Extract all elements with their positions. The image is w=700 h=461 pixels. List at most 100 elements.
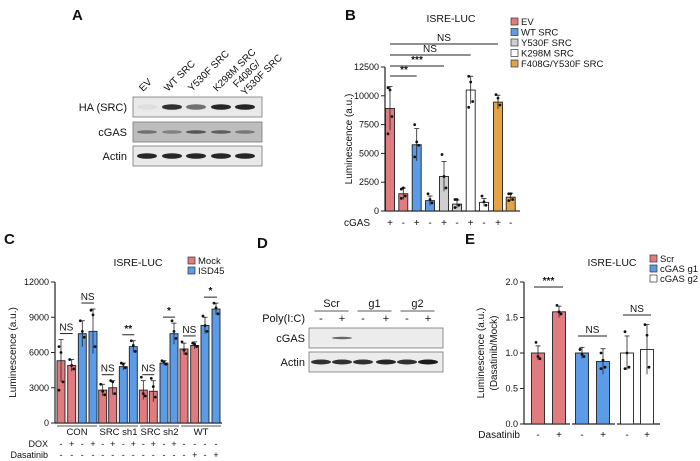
- data-point: [205, 329, 209, 333]
- chart-title: ISRE-LUC: [113, 257, 162, 269]
- protein-band: [186, 104, 206, 110]
- protein-band: [137, 104, 157, 110]
- data-point: [386, 86, 390, 90]
- y-axis-label: Luminescence (a.u.): [8, 307, 19, 398]
- data-point: [599, 367, 603, 371]
- blot-strip: [308, 327, 444, 349]
- significance-label: NS: [81, 292, 95, 303]
- dox-sign: -: [101, 439, 104, 449]
- protein-band: [397, 359, 417, 365]
- dasatinib-sign: -: [122, 450, 125, 460]
- data-point: [440, 153, 444, 156]
- data-point: [193, 342, 197, 346]
- data-point: [184, 352, 188, 356]
- dasatinib-sign: -: [132, 450, 135, 460]
- data-point: [482, 200, 486, 204]
- group-label: WT: [194, 427, 209, 438]
- dox-sign: +: [110, 439, 115, 449]
- data-point: [131, 344, 135, 347]
- data-point: [386, 132, 390, 136]
- cgas-sign: -: [455, 218, 458, 229]
- blot-row-label: cGAS: [98, 127, 127, 139]
- data-point: [507, 192, 511, 196]
- data-point: [601, 358, 605, 362]
- data-point: [647, 365, 651, 369]
- significance-label: ***: [543, 276, 555, 287]
- legend-swatch: [649, 264, 658, 273]
- legend-label: F408G/Y530F SRC: [521, 59, 604, 70]
- dox-sign: -: [163, 439, 166, 449]
- data-point: [559, 312, 563, 316]
- panel-label-e: E: [465, 231, 475, 248]
- blot-row-label: HA (SRC): [79, 102, 127, 114]
- row-label-cgas: cGAS: [344, 218, 370, 229]
- data-point: [212, 301, 216, 305]
- significance-label: NS: [141, 364, 155, 375]
- data-point: [133, 349, 137, 353]
- treatment-sign: -: [319, 313, 323, 325]
- dasatinib-sign: +: [644, 430, 650, 441]
- data-point: [484, 203, 488, 207]
- data-point: [643, 323, 647, 326]
- data-point: [413, 155, 417, 159]
- blot-row-label: cGAS: [276, 333, 305, 345]
- dox-sign: -: [60, 439, 63, 449]
- y-tick-label: 9000: [29, 312, 49, 322]
- data-point: [162, 360, 166, 364]
- data-point: [580, 353, 584, 356]
- data-point: [536, 355, 540, 358]
- dox-sign: +: [131, 439, 136, 449]
- dox-sign: +: [90, 439, 95, 449]
- protein-band: [235, 153, 255, 159]
- data-point: [498, 103, 502, 107]
- data-point: [390, 115, 394, 118]
- cgas-sign: -: [482, 218, 485, 229]
- data-point: [172, 329, 176, 333]
- data-point: [469, 80, 473, 84]
- dasatinib-sign: +: [600, 430, 606, 441]
- data-point: [153, 395, 157, 399]
- bar: [200, 325, 210, 424]
- group-label: SRC sh1: [99, 427, 137, 438]
- protein-band: [137, 153, 157, 159]
- dasatinib-sign: -: [625, 430, 628, 441]
- cgas-sign: +: [495, 218, 501, 229]
- data-point: [428, 198, 432, 201]
- significance-label: NS: [59, 323, 73, 334]
- dasatinib-sign: -: [60, 450, 63, 460]
- data-point: [401, 186, 405, 190]
- data-point: [494, 93, 498, 97]
- data-point: [174, 337, 178, 340]
- data-point: [143, 394, 147, 398]
- data-point: [151, 385, 155, 388]
- protein-band: [211, 153, 231, 159]
- cgas-sign: +: [414, 218, 420, 229]
- data-point: [180, 340, 184, 344]
- data-point: [99, 382, 103, 386]
- y-tick-label: 2500: [359, 177, 379, 187]
- lane-label: EV: [137, 77, 154, 94]
- dasatinib-sign: -: [580, 430, 583, 441]
- group-label: g2: [411, 298, 423, 310]
- dasatinib-sign: +: [556, 430, 562, 441]
- dasatinib-sign: -: [536, 430, 539, 441]
- data-point: [403, 194, 407, 198]
- western-blot-d: Scr g1 g2 Poly(I:C) - + - + - + cGAS Actin: [262, 298, 444, 373]
- significance-label: **: [124, 324, 132, 335]
- protein-band: [235, 130, 255, 134]
- data-point: [141, 392, 145, 396]
- data-point: [68, 358, 72, 361]
- data-point: [91, 313, 95, 317]
- data-point: [103, 393, 107, 397]
- dox-sign: +: [151, 439, 156, 449]
- bar: [465, 89, 476, 212]
- data-point: [201, 314, 205, 318]
- data-point: [82, 335, 86, 339]
- protein-band: [332, 336, 352, 340]
- data-point: [582, 355, 586, 358]
- data-point: [453, 206, 457, 209]
- y-tick-label: 12500: [354, 62, 379, 72]
- protein-band: [162, 104, 182, 110]
- treatment-sign: -: [405, 313, 409, 325]
